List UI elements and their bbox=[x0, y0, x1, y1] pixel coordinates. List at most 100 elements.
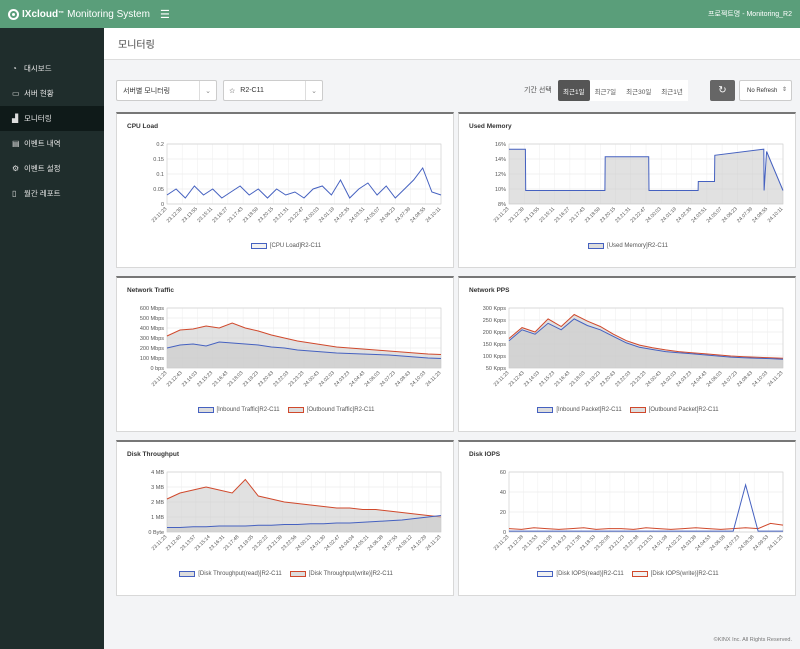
view-select-value: 서버별 모니터링 bbox=[123, 87, 171, 95]
series-area bbox=[509, 149, 783, 204]
y-tick-label: 20 bbox=[500, 510, 506, 516]
legend-item[interactable]: [Inbound Packet]R2-C11 bbox=[537, 407, 622, 413]
bar-chart-icon: ▟ bbox=[12, 114, 19, 123]
chart-title: Network Traffic bbox=[127, 287, 174, 294]
chart-svg: 4 MB3 MB2 MB1 MB0 Byte23.11:2323.12:4023… bbox=[148, 470, 442, 552]
chart-legend: [Inbound Traffic]R2-C11 [Outbound Traffic… bbox=[117, 407, 455, 413]
legend-item[interactable]: [Inbound Traffic]R2-C11 bbox=[197, 407, 280, 413]
y-tick-label: 600 Mbps bbox=[140, 306, 164, 312]
legend-label: [Outbound Packet]R2-C11 bbox=[648, 407, 719, 413]
y-tick-label: 10% bbox=[495, 187, 506, 193]
chevron-down-icon: ⌄ bbox=[199, 81, 216, 100]
chart-svg: 16%14%12%10%8%23.11:2323.12:3923.13:5523… bbox=[493, 142, 785, 224]
chart-svg: 300 Kpps 250 Kpps 200 Kpps 150 Kpps 100 Kpps… bbox=[483, 306, 785, 388]
y-tick-label: 2 MB bbox=[151, 500, 164, 506]
x-tick-label: 23.13:55 bbox=[181, 206, 199, 224]
period-button-30days[interactable]: 최근30일 bbox=[621, 80, 657, 101]
legend-swatch bbox=[588, 243, 605, 249]
legend-item[interactable]: [Used Memory]R2-C11 bbox=[588, 243, 668, 249]
sidebar-item-monitoring[interactable]: ▟ 모니터링 bbox=[0, 106, 104, 131]
y-tick-label: 12% bbox=[495, 172, 506, 178]
refresh-interval-select[interactable]: No Refresh ⇕ bbox=[739, 80, 792, 101]
menu-toggle-icon[interactable]: ☰ bbox=[159, 8, 170, 21]
period-button-7days[interactable]: 최근7일 bbox=[589, 80, 622, 101]
legend-swatch bbox=[289, 571, 306, 577]
legend-label: [Used Memory]R2-C11 bbox=[607, 243, 668, 249]
y-tick-label: 0 bps bbox=[151, 366, 165, 372]
legend-item[interactable]: [Disk IOPS(write)]R2-C11 bbox=[631, 571, 719, 577]
y-tick-label: 500 Mbps bbox=[140, 316, 164, 322]
x-tick-label: 24.10:03 bbox=[409, 370, 427, 388]
page-header: 모니터링 bbox=[104, 28, 800, 60]
project-name[interactable]: 프로젝트명 - Monitoring_R2 bbox=[708, 11, 792, 18]
y-tick-label: 4 MB bbox=[151, 470, 164, 476]
legend-label: [Outbound Traffic]R2-C11 bbox=[306, 407, 375, 413]
x-tick-label: 24.08:55 bbox=[751, 206, 769, 224]
sidebar-item-event-settings[interactable]: ⚙ 이벤트 설정 bbox=[0, 156, 104, 181]
series-line bbox=[166, 166, 442, 199]
series-line bbox=[166, 341, 442, 359]
legend-label: [Disk IOPS(read)]R2-C11 bbox=[556, 571, 624, 577]
top-bar: IXcloud ™ Monitoring System ☰ 프로젝트명 - Mon… bbox=[0, 0, 800, 28]
refresh-button[interactable]: ↻ bbox=[710, 80, 735, 101]
page-title: 모니터링 bbox=[118, 40, 155, 51]
chart-panel: 300 Kpps 250 Kpps 200 Kpps 150 Kpps 100 Kpps… bbox=[458, 276, 796, 432]
y-tick-label: 0.1 bbox=[156, 172, 164, 178]
chart-title: Disk IOPS bbox=[469, 451, 501, 458]
sidebar-item-dashboard[interactable]: ◔ 대시보드 bbox=[0, 56, 104, 81]
y-tick-label: 100 Mbps bbox=[140, 356, 164, 362]
footer-copyright: ©KINX Inc. All Rights Reserved. bbox=[713, 637, 792, 643]
legend-item[interactable]: [CPU Load]R2-C11 bbox=[250, 243, 322, 249]
refresh-interval-value: No Refresh bbox=[747, 87, 778, 94]
legend-label: [CPU Load]R2-C11 bbox=[269, 243, 322, 249]
chart-legend: [CPU Load]R2-C11 bbox=[117, 243, 455, 249]
refresh-icon: ↻ bbox=[718, 85, 727, 96]
sidebar-item-label: 대시보드 bbox=[24, 64, 52, 73]
y-tick-label: 150 Kpps bbox=[483, 342, 506, 348]
sidebar-item-label: 모니터링 bbox=[24, 114, 52, 123]
sidebar-item-monthly-report[interactable]: ▯ 월간 레포트 bbox=[0, 181, 104, 206]
series-line bbox=[166, 322, 442, 355]
y-tick-label: 0 bbox=[503, 530, 506, 536]
legend-item[interactable]: [Disk Throughput(read)]R2-C11 bbox=[179, 571, 282, 577]
server-select-value: R2-C11 bbox=[240, 87, 264, 94]
series-area bbox=[167, 479, 441, 532]
sidebar-item-label: 이벤트 설정 bbox=[24, 164, 61, 173]
x-tick-label: 24.10:11 bbox=[425, 206, 443, 224]
y-tick-label: 400 Mbps bbox=[140, 326, 164, 332]
x-tick-label: 24.10:03 bbox=[751, 370, 769, 388]
chart-panel: 600 Mbps 500 Mbps 400 Mbps 300 Mbps 200 Mbps… bbox=[116, 276, 454, 432]
legend-item[interactable]: [Disk IOPS(read)]R2-C11 bbox=[537, 571, 624, 577]
y-tick-label: 14% bbox=[495, 157, 506, 163]
sidebar-item-label: 서버 현황 bbox=[24, 89, 54, 98]
period-button-1day[interactable]: 최근1일 bbox=[558, 80, 590, 101]
server-select[interactable]: ☆ R2-C11 ⌄ bbox=[223, 80, 323, 101]
legend-item[interactable]: [Outbound Traffic]R2-C11 bbox=[287, 407, 375, 413]
period-label: 기간 선택 bbox=[524, 87, 552, 94]
sidebar-item-server-status[interactable]: ▭ 서버 현황 bbox=[0, 81, 104, 106]
x-tick-label: 24.10:11 bbox=[767, 206, 785, 224]
series-area bbox=[167, 515, 441, 532]
list-icon: ▤ bbox=[12, 139, 20, 148]
y-tick-label: 300 Kpps bbox=[483, 306, 506, 312]
legend-swatch bbox=[250, 243, 267, 249]
legend-swatch bbox=[197, 407, 214, 413]
sidebar-item-event-history[interactable]: ▤ 이벤트 내역 bbox=[0, 131, 104, 156]
legend-swatch bbox=[631, 571, 648, 577]
logo[interactable]: IXcloud ™ Monitoring System bbox=[8, 8, 150, 20]
gear-icon: ⚙ bbox=[12, 164, 20, 173]
y-tick-label: 200 Kpps bbox=[483, 330, 506, 336]
view-select[interactable]: 서버별 모니터링 ⌄ bbox=[116, 80, 217, 101]
chart-panel: 4 MB 3 MB 2 MB 1 MB 0 Byte 23.11:23 23.12:40 23… bbox=[116, 440, 454, 596]
series-line bbox=[166, 478, 442, 518]
y-tick-label: 250 Kpps bbox=[483, 318, 506, 324]
y-tick-label: 0 Byte bbox=[148, 530, 164, 536]
period-button-1year[interactable]: 최근1년 bbox=[656, 80, 688, 101]
legend-item[interactable]: [Disk Throughput(write)]R2-C11 bbox=[289, 571, 393, 577]
y-tick-label: 300 Mbps bbox=[140, 336, 164, 342]
y-tick-label: 0.15 bbox=[153, 157, 164, 163]
chart-legend: [Used Memory]R2-C11 bbox=[459, 243, 797, 249]
gauge-icon: ◔ bbox=[12, 64, 17, 73]
y-tick-label: 3 MB bbox=[151, 485, 164, 491]
legend-item[interactable]: [Outbound Packet]R2-C11 bbox=[629, 407, 719, 413]
